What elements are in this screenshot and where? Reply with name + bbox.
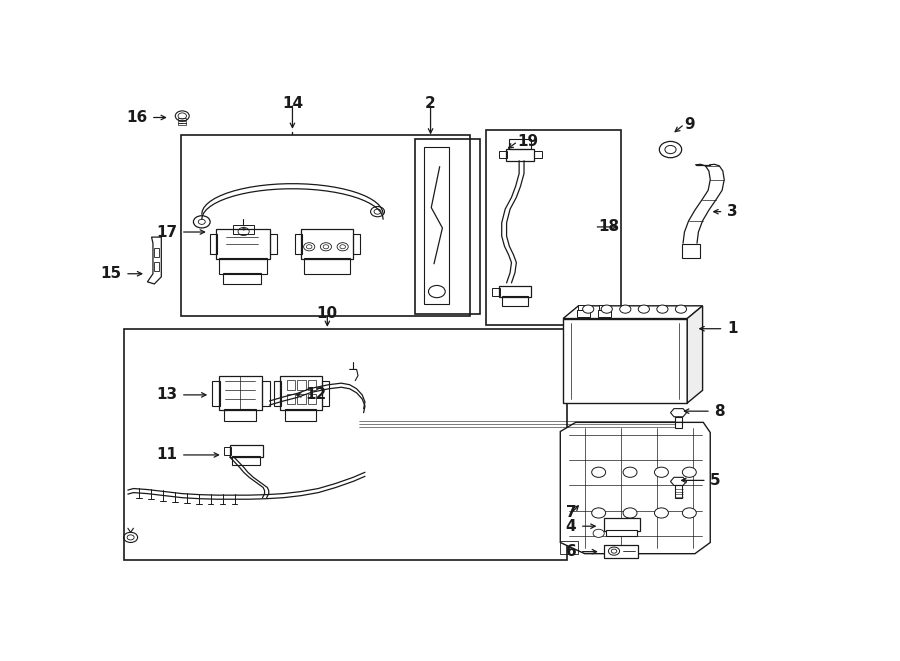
Bar [308,394,316,404]
Circle shape [591,467,606,477]
Circle shape [682,467,697,477]
Text: 4: 4 [566,519,576,533]
Bar [178,118,186,120]
Bar [154,262,158,271]
Polygon shape [670,408,687,417]
Text: 9: 9 [684,116,695,132]
Circle shape [623,508,637,518]
Text: 18: 18 [598,219,619,235]
Bar [534,151,542,158]
Bar [287,379,295,390]
Circle shape [591,508,606,518]
Bar [579,305,589,311]
Text: 16: 16 [126,110,148,125]
Circle shape [654,508,669,518]
Circle shape [654,467,669,477]
Bar [563,319,688,403]
Bar [232,456,260,465]
Text: 8: 8 [715,404,725,418]
Polygon shape [688,306,703,403]
Circle shape [638,305,650,313]
Bar [501,296,528,306]
Bar [577,311,590,317]
Bar [219,375,262,410]
Bar [123,329,567,561]
Bar [604,545,638,558]
Text: +: + [240,226,247,232]
Bar [219,258,267,274]
Circle shape [675,305,687,313]
Bar [216,229,270,260]
Bar [212,381,220,406]
Bar [506,149,534,161]
Bar [222,273,261,284]
Bar [681,244,700,258]
Text: 14: 14 [282,96,303,111]
Bar [604,518,640,531]
Text: 1: 1 [727,321,737,336]
Circle shape [682,508,697,518]
Circle shape [582,305,594,313]
Bar [178,120,186,122]
Text: 12: 12 [306,387,327,403]
Bar [508,139,531,149]
Bar [301,229,353,260]
Circle shape [601,305,612,313]
Circle shape [657,305,668,313]
Circle shape [608,547,619,555]
Bar [598,311,610,317]
Bar [224,409,256,421]
Bar [424,147,449,304]
Bar [285,409,316,421]
Bar [262,381,270,406]
Bar [270,234,277,254]
Bar [499,151,508,158]
Bar [295,234,302,254]
Text: 17: 17 [157,225,177,239]
Bar [224,447,231,455]
Bar [322,381,328,406]
Text: 19: 19 [518,134,539,149]
Bar [233,225,254,234]
Polygon shape [563,306,703,319]
Bar [303,258,350,274]
Text: 3: 3 [727,204,738,219]
Bar [353,234,360,254]
Text: 7: 7 [566,506,577,520]
Bar [287,394,295,404]
Bar [499,286,531,297]
Bar [297,379,306,390]
Bar [561,541,578,554]
Bar [675,485,682,498]
Bar [308,379,316,390]
Text: 6: 6 [565,544,576,559]
Bar [181,136,471,316]
Text: 11: 11 [157,447,177,463]
Text: 5: 5 [710,473,721,488]
Polygon shape [670,477,687,485]
Text: 2: 2 [425,96,436,111]
Bar [415,139,480,315]
Polygon shape [561,422,710,554]
Bar [154,249,158,258]
Text: 13: 13 [157,387,177,403]
Bar [178,123,186,125]
Text: 10: 10 [317,306,338,321]
Bar [210,234,217,254]
Bar [297,394,306,404]
Text: 15: 15 [101,266,122,281]
Bar [492,288,500,295]
Circle shape [620,305,631,313]
Bar [599,305,609,311]
Bar [486,130,621,325]
Circle shape [623,467,637,477]
Bar [607,530,637,536]
Circle shape [593,529,604,537]
Bar [280,375,322,410]
Bar [274,381,282,406]
Bar [230,445,263,457]
Bar [675,417,682,428]
